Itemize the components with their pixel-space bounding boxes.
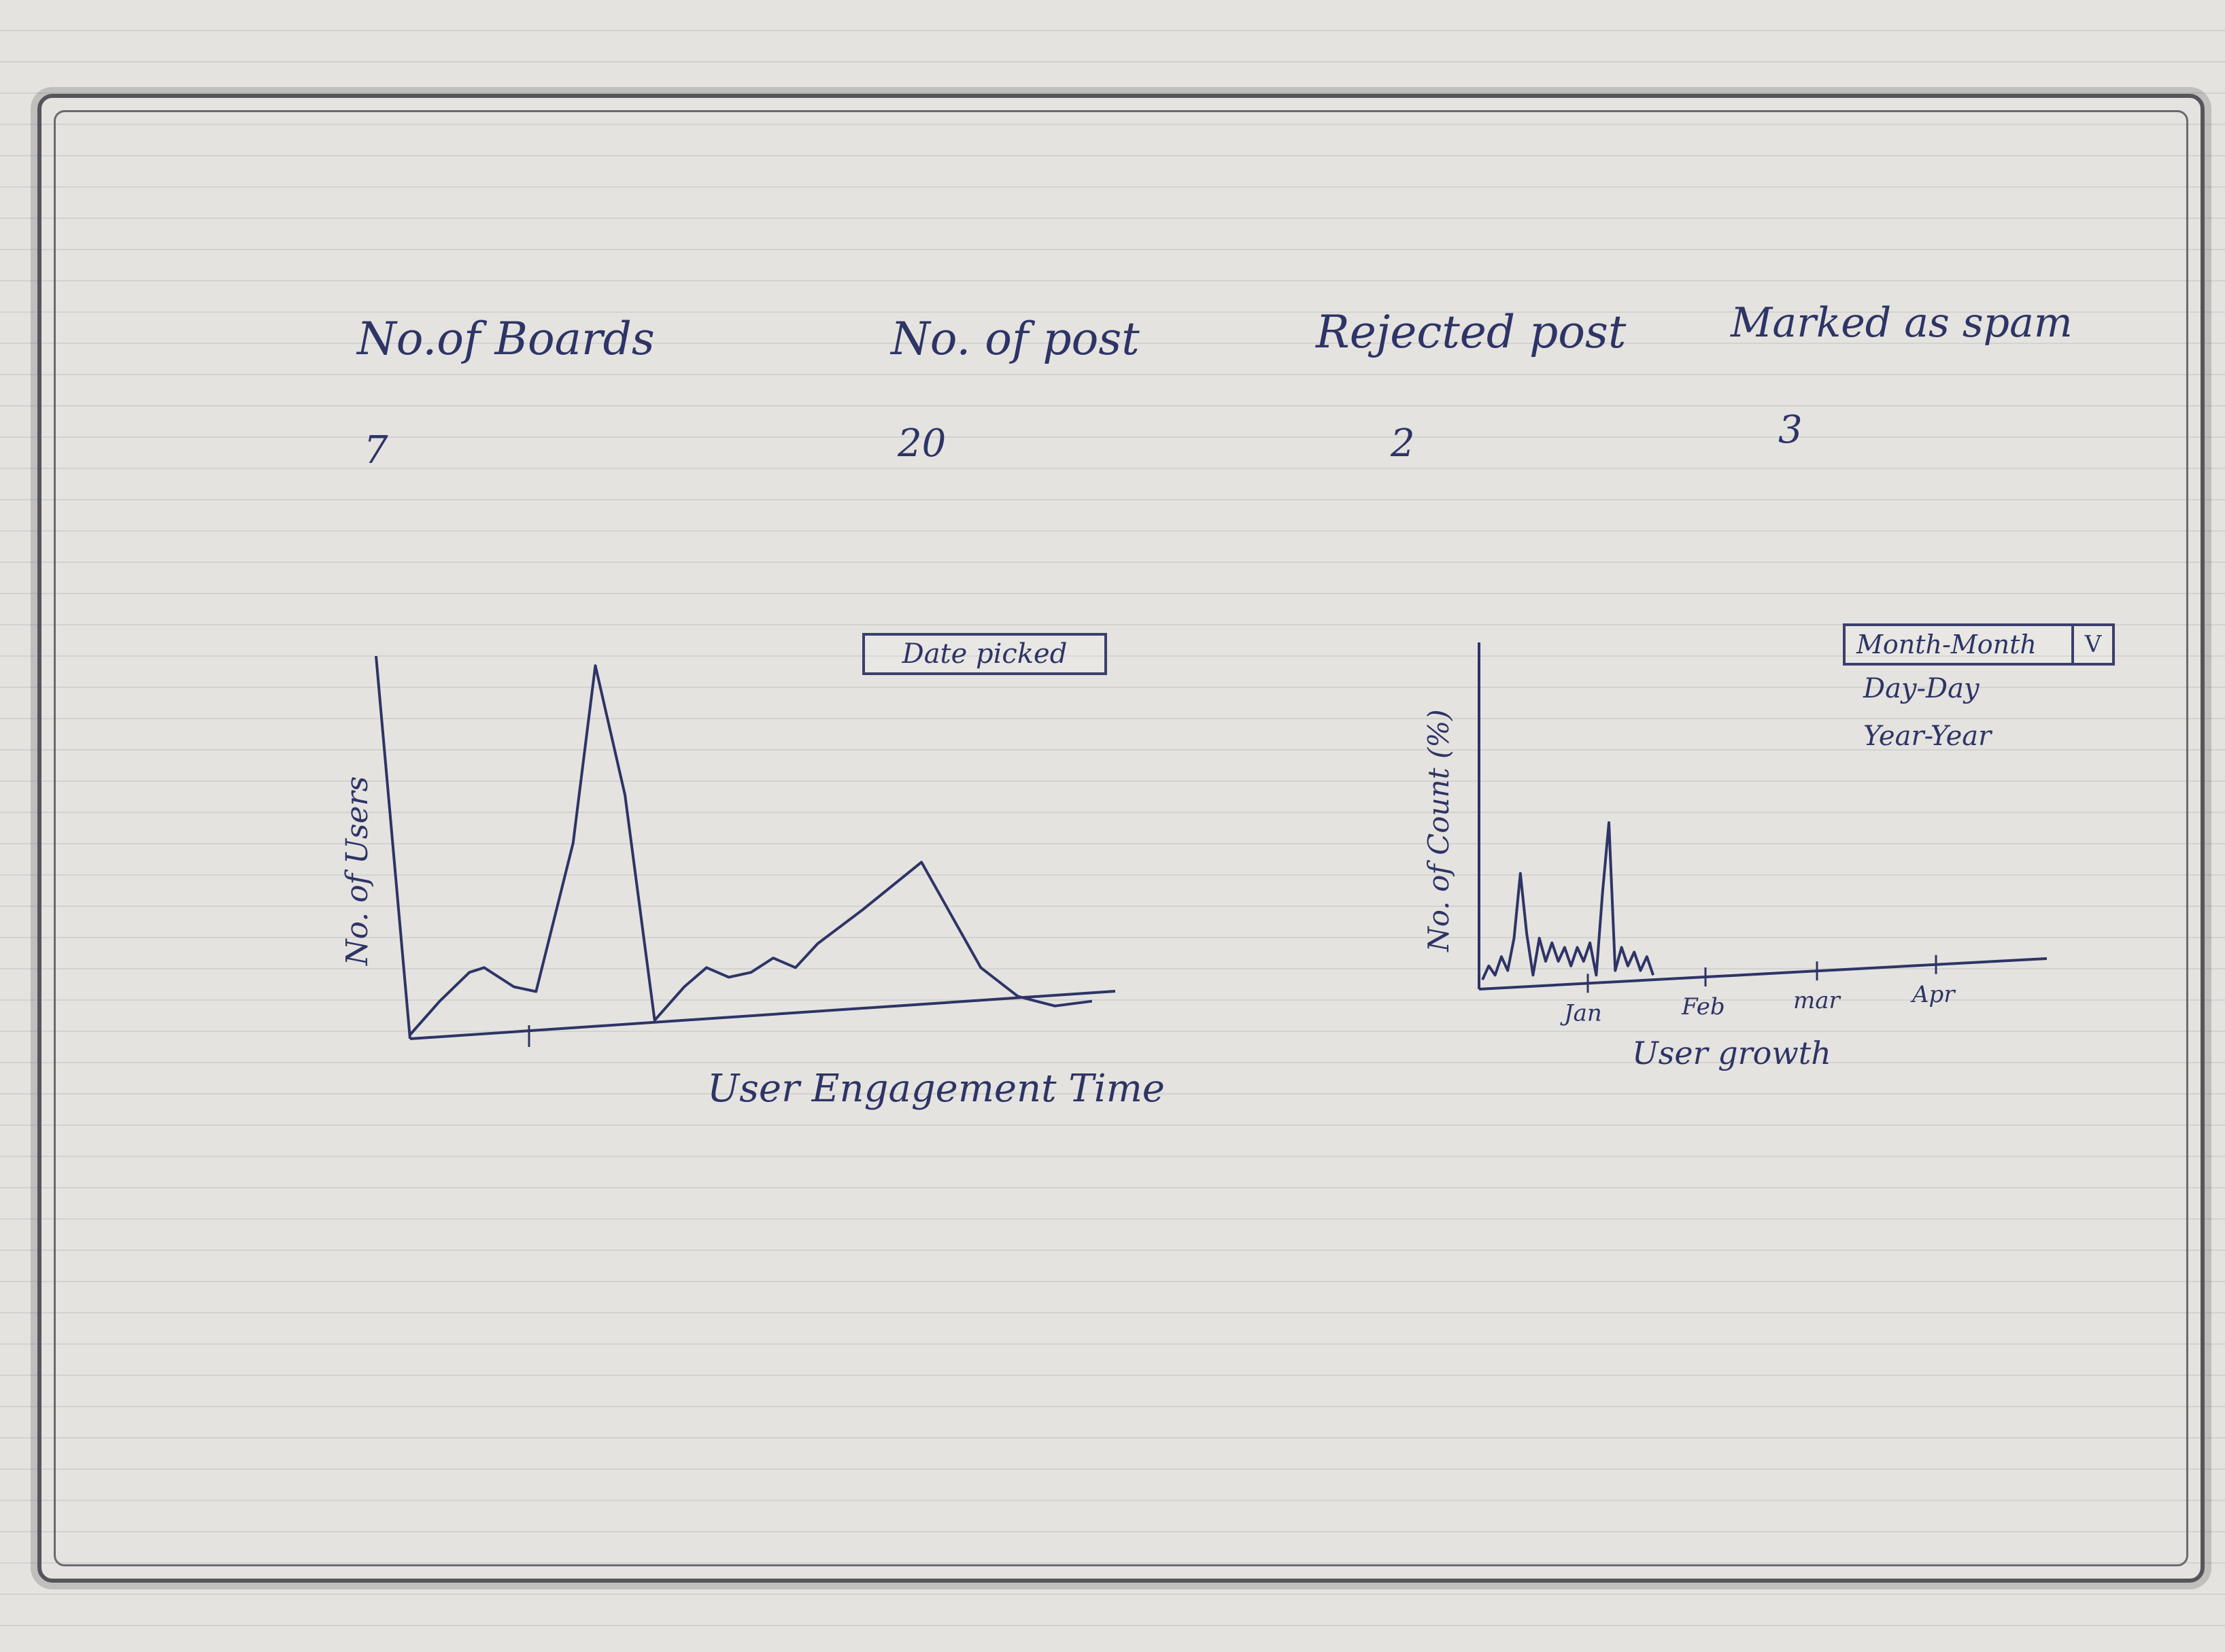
- dashboard-frame: [37, 94, 2205, 1583]
- growth-series-line: [1481, 821, 1654, 981]
- period-select[interactable]: Month-Month V: [1843, 623, 2115, 666]
- dashboard-frame-inner: [54, 110, 2188, 1566]
- period-option-year[interactable]: Year-Year: [1863, 721, 1992, 752]
- growth-x-label: User growth: [1632, 1035, 1831, 1071]
- period-select-value: Month-Month: [1856, 630, 2037, 659]
- growth-x-tick-label: mar: [1793, 987, 1841, 1014]
- stat-rejected-label: Rejected post: [1316, 306, 1627, 358]
- stat-posts-value: 20: [898, 421, 947, 466]
- growth-x-axis: [1478, 957, 2048, 991]
- stat-rejected-value: 2: [1391, 421, 1415, 466]
- growth-x-tick-label: Feb: [1681, 993, 1725, 1020]
- stat-boards-label: No.of Boards: [357, 313, 655, 365]
- stat-posts-label: No. of post: [891, 313, 1140, 365]
- engagement-y-axis: [375, 655, 411, 1039]
- growth-x-tick-label: Apr: [1910, 981, 1956, 1008]
- stat-boards[interactable]: No.of Boards 7: [357, 313, 655, 472]
- growth-y-label: No. of Count (%): [1422, 709, 1455, 952]
- stat-spam[interactable]: Marked as spam 3: [1731, 299, 2073, 452]
- stat-spam-label: Marked as spam: [1731, 299, 2073, 347]
- period-option-day[interactable]: Day-Day: [1863, 673, 1980, 704]
- engagement-y-label: No. of Users: [340, 776, 375, 966]
- stat-boards-value: 7: [364, 428, 388, 472]
- stat-spam-value: 3: [1778, 408, 1803, 452]
- engagement-series-line: [409, 664, 1093, 1036]
- engagement-x-axis: [409, 990, 1116, 1040]
- growth-x-tick-label: Jan: [1560, 999, 1602, 1027]
- stat-posts[interactable]: No. of post 20: [891, 313, 1140, 466]
- engagement-x-label: User Engagement Time: [707, 1067, 1165, 1111]
- date-picker-button[interactable]: Date picked: [862, 633, 1107, 675]
- stat-rejected[interactable]: Rejected post 2: [1316, 306, 1627, 466]
- chevron-down-icon[interactable]: V: [2071, 626, 2112, 663]
